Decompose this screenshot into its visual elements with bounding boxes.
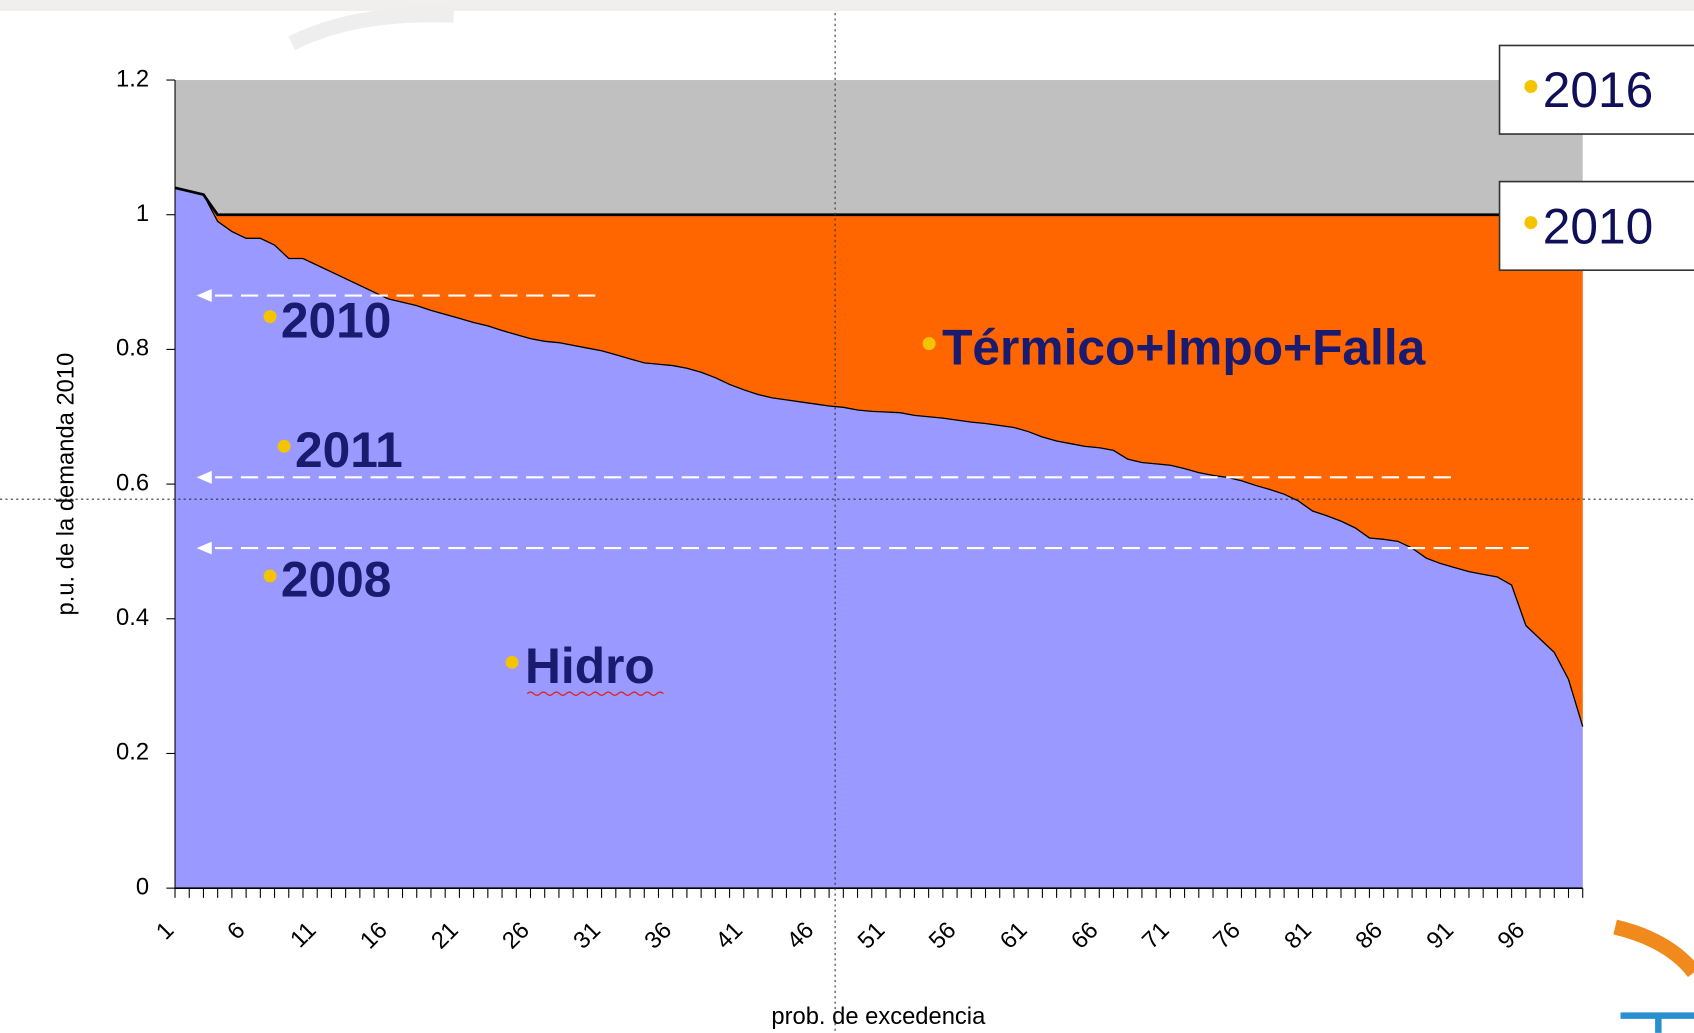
x-tick-label: 11 <box>285 917 322 954</box>
area-outline <box>174 187 1584 727</box>
box-label: 2016 <box>1543 62 1654 118</box>
x-tick-label: 81 <box>1279 917 1317 955</box>
spell-underline <box>526 691 664 696</box>
x-tick-label: 26 <box>497 917 535 955</box>
bullet <box>277 439 291 453</box>
decor-logo <box>1620 1012 1694 1033</box>
x-tick-label: 86 <box>1350 917 1388 955</box>
x-tick-label: 21 <box>426 917 464 955</box>
y-tick-label: 0 <box>136 873 149 900</box>
bullet <box>1524 80 1538 93</box>
series-label: Hidro <box>525 638 655 694</box>
x-tick-label: 56 <box>924 917 962 955</box>
x-tick-label: 1 <box>151 917 179 945</box>
decor-arc <box>288 7 455 51</box>
series-label: Térmico+Impo+Falla <box>942 319 1426 375</box>
x-tick-label: 96 <box>1492 917 1530 955</box>
x-tick-label: 71 <box>1137 917 1175 955</box>
x-tick-label: 51 <box>853 917 891 955</box>
bullet <box>922 337 936 351</box>
y-axis-title: p.u. de la demanda 2010 <box>52 353 79 616</box>
decor-arc <box>1613 919 1694 978</box>
x-tick-label: 31 <box>568 917 606 955</box>
y-tick-label: 1 <box>136 200 149 227</box>
y-tick-label: 0.8 <box>116 335 149 362</box>
area <box>175 187 1583 889</box>
bullet <box>505 655 519 669</box>
arrow-head <box>196 541 212 555</box>
bullet <box>263 569 277 583</box>
annotation: 2010 <box>281 292 392 348</box>
x-tick-label: 76 <box>1208 917 1246 955</box>
area-outline <box>174 186 1583 217</box>
annotation: 2011 <box>295 422 403 478</box>
x-tick-label: 41 <box>710 917 748 955</box>
y-tick-label: 0.4 <box>116 604 149 631</box>
x-tick-label: 66 <box>1066 917 1104 955</box>
x-tick-label: 61 <box>995 917 1033 955</box>
annotation: 2008 <box>281 552 392 608</box>
arrow-head <box>196 470 212 484</box>
top-bar <box>0 0 1694 11</box>
x-tick-label: 36 <box>639 917 677 955</box>
x-axis-title: prob. de excedencia <box>771 1003 986 1030</box>
x-tick-label: 16 <box>355 917 393 955</box>
y-tick-label: 0.6 <box>116 469 149 496</box>
area <box>175 187 1583 727</box>
bullet <box>263 310 277 324</box>
bullet <box>1524 216 1538 230</box>
y-tick-label: 1.2 <box>116 65 149 92</box>
box-label: 2010 <box>1543 198 1654 254</box>
x-tick-label: 46 <box>781 917 819 955</box>
x-tick-label: 6 <box>222 917 250 945</box>
arrow-head <box>196 289 212 303</box>
x-tick-label: 91 <box>1421 917 1459 955</box>
y-tick-label: 0.2 <box>116 739 149 766</box>
